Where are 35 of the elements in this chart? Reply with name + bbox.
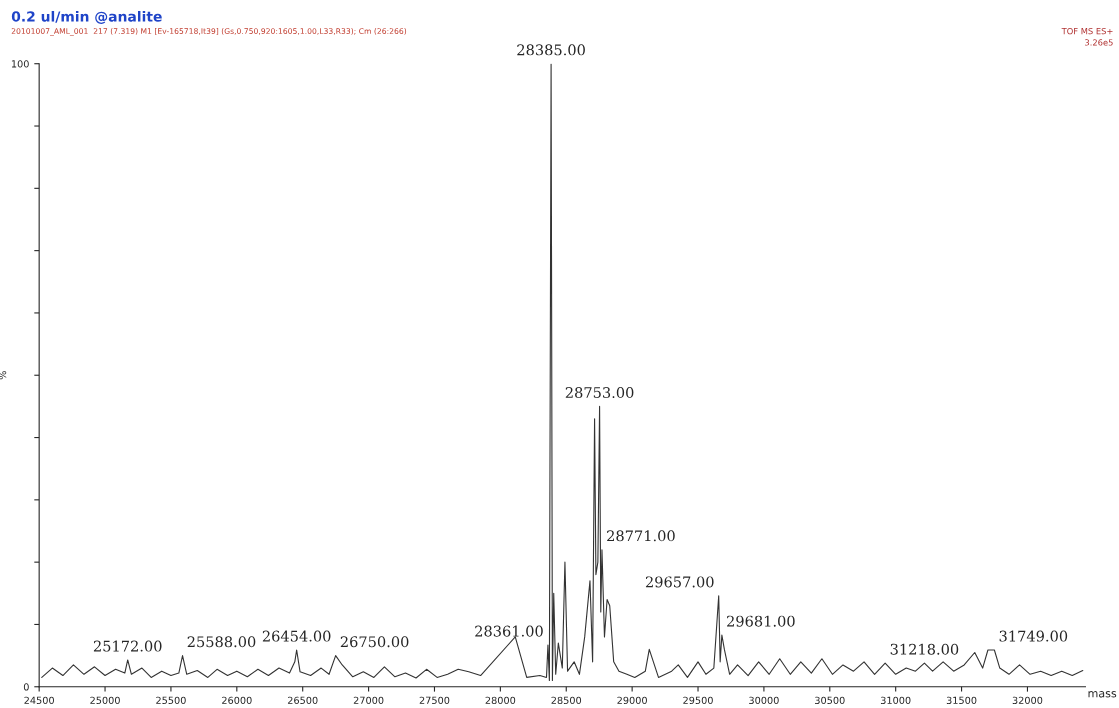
annotation: 28385.00 [517, 44, 585, 56]
annotation: 25588.00 [187, 636, 256, 648]
annotation: 26750.00 [340, 636, 409, 648]
annotation: 28753.00 [565, 386, 634, 399]
annotation: 29681.00 [727, 615, 795, 627]
annotation: 31218.00 [890, 643, 959, 655]
x-tick-label: 24500 [24, 696, 54, 705]
annotation: 28361.00 [475, 625, 543, 637]
x-tick-label: 25500 [156, 696, 186, 705]
x-tick-label: 31000 [880, 696, 911, 705]
x-tick-label: 25000 [90, 696, 120, 705]
x-tick-label: 29000 [617, 696, 647, 705]
x-tick-label: 27000 [353, 696, 384, 705]
annotation: 29657.00 [645, 576, 714, 588]
x-tick-label: 31500 [946, 696, 977, 705]
x-tick-label: 28000 [485, 696, 516, 705]
y-tick-label: 100 [11, 60, 29, 68]
text: 3.26e5 [1085, 39, 1113, 46]
x-tick-label: 26500 [287, 696, 318, 705]
x-tick-label: 30000 [749, 696, 779, 705]
x-tick-label: 29500 [683, 696, 713, 705]
annotation: 26454.00 [262, 630, 331, 642]
annotation: 28771.00 [607, 530, 675, 542]
x-tick-label: 32000 [1012, 696, 1043, 705]
y-tick-label: 0 [23, 683, 29, 691]
x-axis-title: mass [1088, 691, 1117, 698]
line-series [41, 63, 1084, 682]
x-tick-label: 28500 [551, 696, 582, 705]
annotation: 31749.00 [999, 630, 1068, 642]
x-tick-label: 26000 [222, 696, 252, 705]
annotation: 25172.00 [93, 640, 162, 652]
x-tick-label: 30500 [815, 696, 845, 705]
x-tick-label: 27500 [419, 696, 450, 705]
text: TOF MS ES+ [1061, 27, 1113, 35]
chart-title: 0.2 ul/min @analite [11, 10, 162, 24]
